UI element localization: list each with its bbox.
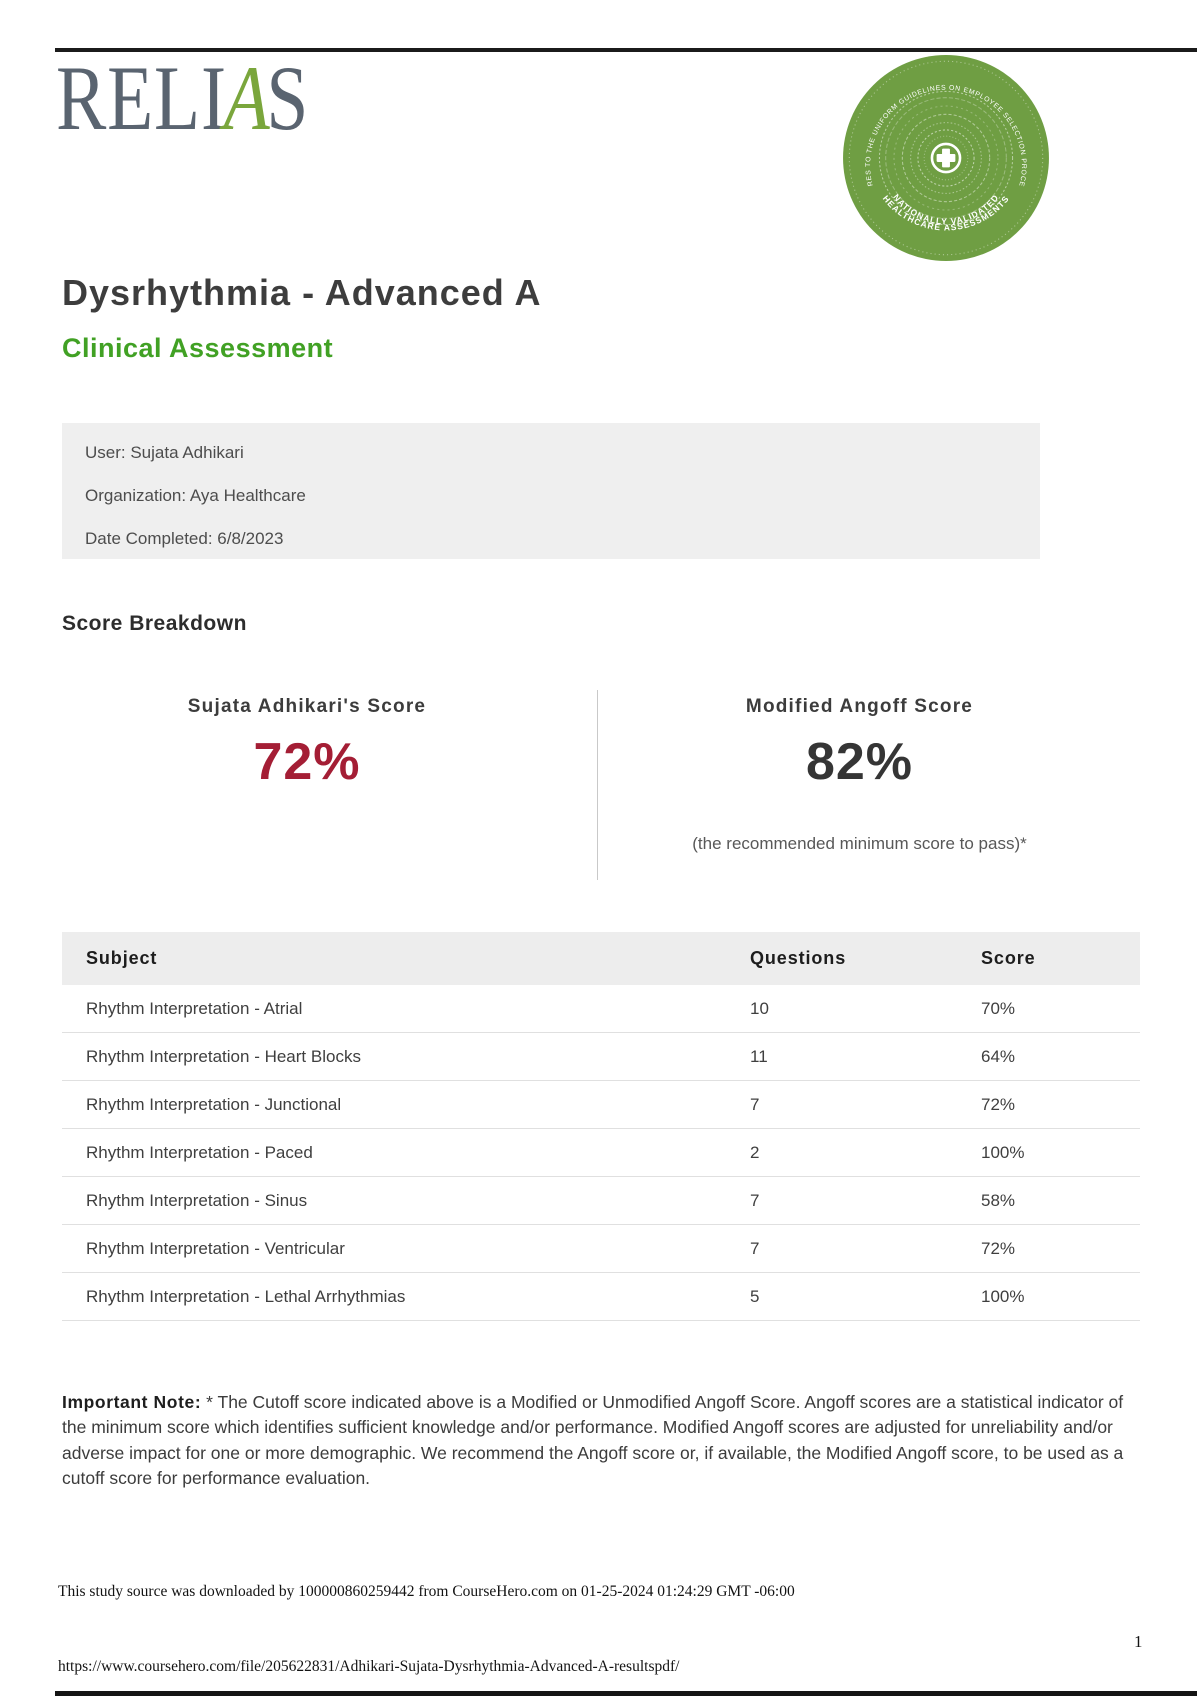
table-row: Rhythm Interpretation - Ventricular 7 72… [62, 1225, 1140, 1273]
user-info-box: User: Sujata Adhikari Organization: Aya … [62, 423, 1040, 559]
user-score-label: Sujata Adhikari's Score [187, 696, 427, 717]
cell-subject: Rhythm Interpretation - Atrial [86, 998, 303, 1018]
cell-questions: 10 [750, 998, 769, 1018]
table-row: Rhythm Interpretation - Paced 2 100% [62, 1129, 1140, 1177]
user-score-block: Sujata Adhikari's Score 72% [62, 688, 552, 792]
cell-questions: 11 [750, 1046, 768, 1066]
relias-logo: RELIAS [56, 52, 309, 144]
top-divider-rule [55, 48, 1197, 52]
important-note-text: * The Cutoff score indicated above is a … [62, 1392, 1124, 1489]
score-panel: Sujata Adhikari's Score 72% Modified Ang… [62, 688, 1140, 888]
table-row: Rhythm Interpretation - Junctional 7 72% [62, 1081, 1140, 1129]
angoff-score-value: 82% [805, 733, 914, 791]
cell-score: 100% [981, 1142, 1025, 1162]
angoff-score-label: Modified Angoff Score [745, 696, 974, 717]
cell-subject: Rhythm Interpretation - Junctional [86, 1094, 342, 1114]
logo-text-after: S [266, 47, 310, 149]
angoff-score-note: (the recommended minimum score to pass)* [692, 834, 1027, 853]
page-number: 1 [1134, 1632, 1143, 1651]
cell-questions: 5 [750, 1286, 760, 1306]
logo-accent-letter: A [223, 47, 270, 149]
page-title: Dysrhythmia - Advanced A [62, 272, 542, 313]
cell-score: 72% [981, 1238, 1016, 1258]
column-header-subject: Subject [86, 948, 158, 968]
cell-subject: Rhythm Interpretation - Paced [86, 1142, 313, 1162]
date-completed-line: Date Completed: 6/8/2023 [85, 529, 284, 548]
angoff-score-block: Modified Angoff Score 82% (the recommend… [607, 688, 1112, 854]
cell-questions: 7 [750, 1238, 760, 1258]
page-subtitle: Clinical Assessment [62, 333, 334, 363]
column-header-questions: Questions [750, 948, 847, 968]
cell-score: 70% [981, 998, 1016, 1018]
cell-score: 72% [981, 1094, 1016, 1114]
cell-subject: Rhythm Interpretation - Heart Blocks [86, 1046, 361, 1066]
important-note-label: Important Note: [62, 1392, 202, 1412]
validation-seal-icon: ADHERES TO THE UNIFORM GUIDELINES ON EMP… [842, 54, 1049, 261]
column-header-score: Score [981, 948, 1036, 968]
cell-score: 58% [981, 1190, 1016, 1210]
cell-questions: 2 [750, 1142, 760, 1162]
score-breakdown-heading: Score Breakdown [62, 612, 247, 635]
important-note: Important Note: * The Cutoff score indic… [62, 1390, 1144, 1492]
score-panel-divider [597, 690, 598, 880]
medical-cross-icon [936, 148, 956, 168]
coursehero-url-link[interactable]: https://www.coursehero.com/file/20562283… [58, 1658, 680, 1675]
score-table: Subject Questions Score Rhythm Interpret… [62, 932, 1140, 1321]
user-score-value: 72% [253, 733, 361, 791]
table-row: Rhythm Interpretation - Heart Blocks 11 … [62, 1033, 1140, 1081]
coursehero-download-line: This study source was downloaded by 1000… [58, 1583, 795, 1600]
badge-cross-ring [930, 142, 962, 174]
logo-text-before: RELI [56, 47, 227, 149]
bottom-divider-rule [55, 1691, 1197, 1696]
cell-questions: 7 [750, 1190, 760, 1210]
cell-score: 100% [981, 1286, 1025, 1306]
cell-subject: Rhythm Interpretation - Sinus [86, 1190, 308, 1210]
cell-subject: Rhythm Interpretation - Lethal Arrhythmi… [86, 1286, 406, 1306]
table-header-row: Subject Questions Score [62, 932, 1140, 985]
table-row: Rhythm Interpretation - Lethal Arrhythmi… [62, 1273, 1140, 1321]
table-row: Rhythm Interpretation - Sinus 7 58% [62, 1177, 1140, 1225]
cell-subject: Rhythm Interpretation - Ventricular [86, 1238, 345, 1258]
user-name-line: User: Sujata Adhikari [85, 443, 244, 462]
table-row: Rhythm Interpretation - Atrial 10 70% [62, 985, 1140, 1033]
cell-score: 64% [981, 1046, 1016, 1066]
cell-questions: 7 [750, 1094, 760, 1114]
organization-line: Organization: Aya Healthcare [85, 486, 306, 505]
